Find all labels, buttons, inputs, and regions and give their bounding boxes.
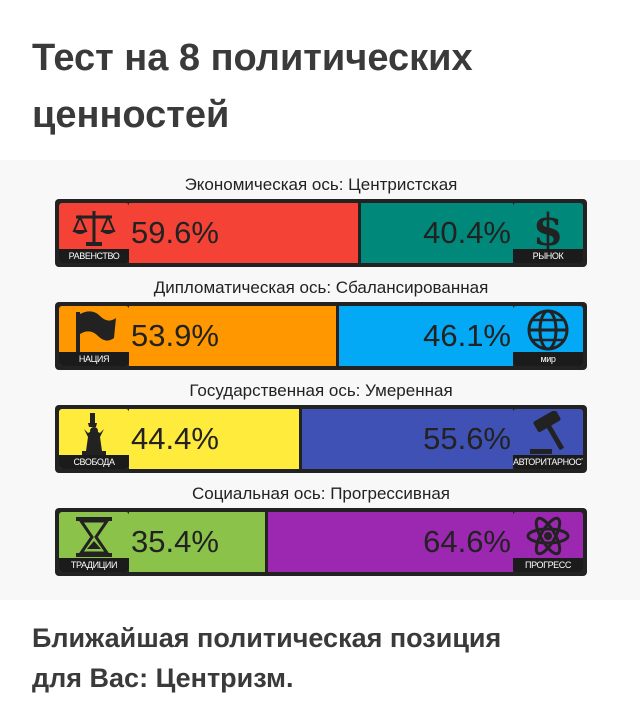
bar-track: 53.9% 46.1% xyxy=(129,306,513,366)
gavel-icon xyxy=(530,411,565,454)
atom-icon xyxy=(526,516,570,556)
bar-segment-right: 64.6% xyxy=(268,512,513,572)
axis-end-label: мир xyxy=(513,352,583,366)
bar-segment-right: 55.6% xyxy=(302,409,513,469)
axis-row: Государственная ось: Умеренная СВОБОДА АВТ… xyxy=(55,380,587,473)
scales-icon xyxy=(72,211,116,246)
bar-segment-left: 53.9% xyxy=(129,306,336,366)
flag-icon xyxy=(76,311,116,352)
globe-icon xyxy=(527,309,569,351)
axis-row: Экономическая ось: Центристская РАВЕНСТВО… xyxy=(55,174,587,267)
hourglass-icon-badge: ТРАДИЦИИ xyxy=(59,512,129,572)
axis-bar: НАЦИЯ мир 53.9% 46.1% xyxy=(55,302,587,370)
axis-end-label: АВТОРИТАРНОСТЬ xyxy=(513,455,583,469)
bar-segment-left: 35.4% xyxy=(129,512,265,572)
globe-icon-badge: мир xyxy=(513,306,583,366)
liberty-icon-badge: СВОБОДА xyxy=(59,409,129,469)
bar-track: 44.4% 55.6% xyxy=(129,409,513,469)
bar-track: 59.6% 40.4% xyxy=(129,203,513,263)
hourglass-icon xyxy=(76,517,112,557)
axis-row: Дипломатическая ось: Сбалансированная НАЦ… xyxy=(55,277,587,370)
flag-icon-badge: НАЦИЯ xyxy=(59,306,129,366)
axis-label: Государственная ось: Умеренная xyxy=(189,381,453,400)
axis-end-label: ПРОГРЕСС xyxy=(513,558,583,572)
atom-icon-badge: ПРОГРЕСС xyxy=(513,512,583,572)
bar-segment-right: 40.4% xyxy=(361,203,513,263)
axis-bar: СВОБОДААВТОРИТАРНОСТЬ44.4%55.6% xyxy=(55,405,587,473)
liberty-icon xyxy=(82,413,106,455)
axis-end-label: РЫНОК xyxy=(513,249,583,263)
dollar-icon-badge: $ РЫНОК xyxy=(513,203,583,263)
axis-end-label: НАЦИЯ xyxy=(59,352,129,366)
scales-icon-badge: РАВЕНСТВО xyxy=(59,203,129,263)
axis-end-label: СВОБОДА xyxy=(59,455,129,469)
axis-end-label: РАВЕНСТВО xyxy=(59,249,129,263)
svg-text:$: $ xyxy=(533,205,564,251)
result-text: Ближайшая политическая позиция для Вас: … xyxy=(32,618,612,698)
axis-label: Дипломатическая ось: Сбалансированная xyxy=(153,278,489,297)
gavel-icon-badge: АВТОРИТАРНОСТЬ xyxy=(513,409,583,469)
values-chart: Экономическая ось: Центристская РАВЕНСТВО… xyxy=(0,160,640,600)
bar-segment-left: 59.6% xyxy=(129,203,358,263)
axis-bar: РАВЕНСТВО $ РЫНОК 59.6% 40.4% xyxy=(55,199,587,267)
dollar-icon: $ xyxy=(533,205,564,251)
axis-row: Социальная ось: Прогрессивная ТРАДИЦИИ ПРО… xyxy=(55,483,587,576)
bar-track: 35.4% 64.6% xyxy=(129,512,513,572)
axis-bar: ТРАДИЦИИ ПРОГРЕСС 35.4% 64.6% xyxy=(55,508,587,576)
result-line-1: Ближайшая политическая позиция xyxy=(32,623,502,653)
axis-label: Социальная ось: Прогрессивная xyxy=(191,484,451,503)
axis-label: Экономическая ось: Центристская xyxy=(184,175,458,194)
axis-end-label: ТРАДИЦИИ xyxy=(59,558,129,572)
bar-segment-left: 44.4% xyxy=(129,409,299,469)
bar-segment-right: 46.1% xyxy=(339,306,513,366)
page-title: Тест на 8 политических ценностей xyxy=(32,37,473,136)
result-line-2: для Вас: Центризм. xyxy=(32,663,294,693)
